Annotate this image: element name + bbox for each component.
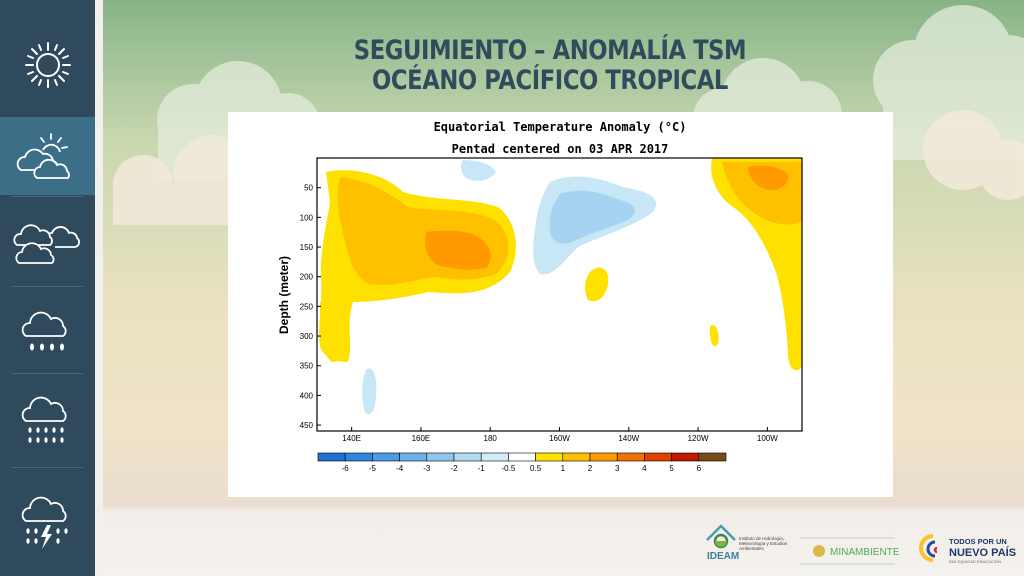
gobierno-line1: TODOS POR UN: [949, 537, 1007, 546]
page-title-line1: SEGUIMIENTO – ANOMALÍA TSM: [353, 35, 747, 66]
minambiente-name: MINAMBIENTE: [830, 547, 900, 558]
sidebar-item-cloudy[interactable]: [0, 200, 95, 282]
page-title: SEGUIMIENTO – ANOMALÍA TSM OCÉANO PACÍFI…: [290, 36, 811, 96]
ideam-logo: IDEAM Instituto de Hidrología, Meteorolo…: [706, 524, 788, 562]
colorbar-label: -6: [342, 464, 350, 473]
colorbar-swatch: [399, 452, 428, 462]
colorbar-label: -1: [478, 464, 486, 473]
minambiente-logo: MINAMBIENTE: [800, 537, 900, 565]
chart-panel: Equatorial Temperature Anomaly (°C) Pent…: [228, 112, 893, 497]
gobierno-line2: NUEVO PAÍS: [949, 546, 1016, 559]
rain-icon: [21, 311, 67, 351]
sidebar-item-thunderstorm[interactable]: [0, 472, 95, 572]
page-title-line2: OCÉANO PACÍFICO TROPICAL: [372, 65, 728, 96]
x-tick-label: 160W: [549, 434, 570, 443]
colorbar-swatch: [562, 452, 591, 462]
colorbar-label: 5: [669, 464, 674, 473]
cold-anomaly-deep: [362, 368, 377, 415]
colorbar-swatch: [644, 452, 672, 462]
warm-anomaly-east-3c: [748, 165, 789, 191]
chart-svg: Equatorial Temperature Anomaly (°C) Pent…: [277, 120, 803, 473]
colorbar-swatch: [535, 452, 564, 462]
cloudy-icon: [12, 224, 80, 264]
x-axis-ticks: 140E 160E 180 160W 140W 120W 100W: [342, 427, 778, 443]
x-tick-label: 100W: [757, 434, 778, 443]
sidebar-item-heavy-rain[interactable]: [0, 378, 95, 466]
heatmap-area: [316, 157, 803, 432]
y-tick-label: 50: [304, 184, 313, 193]
y-tick-label: 350: [300, 362, 314, 371]
colorbar-label: 2: [588, 464, 593, 473]
cold-anomaly-central-1c: [549, 190, 635, 244]
warm-anomaly-west-3c: [425, 230, 491, 270]
sidebar-item-sun[interactable]: [0, 20, 95, 110]
x-tick-label: 160E: [412, 434, 431, 443]
colorbar-label: 3: [615, 464, 620, 473]
y-tick-label: 250: [300, 302, 314, 311]
footer-logos: IDEAM Instituto de Hidrología, Meteorolo…: [706, 524, 1016, 565]
warm-anomaly-isolated-1c: [584, 267, 609, 302]
heavy-rain-icon: [21, 396, 67, 443]
colorbar-swatch: [426, 452, 455, 462]
y-tick-label: 100: [300, 213, 314, 222]
cold-anomaly-surface: [461, 160, 496, 181]
colorbar-label: -3: [423, 464, 431, 473]
warm-anomaly-isolated-2: [709, 325, 719, 347]
y-axis-label: Depth (meter): [277, 256, 291, 334]
sidebar: [0, 0, 95, 576]
colorbar-swatch: [372, 452, 400, 462]
thunderstorm-icon: [21, 496, 68, 549]
y-tick-label: 150: [300, 243, 314, 252]
colorbar-label: -0.5: [502, 464, 516, 473]
colorbar-label: -4: [396, 464, 404, 473]
colorbar-swatch: [344, 452, 373, 462]
ideam-name: IDEAM: [707, 551, 739, 562]
sun-icon: [24, 42, 71, 88]
colorbar-label: 0.5: [530, 464, 542, 473]
y-axis-ticks: 50 100 150 200 250 300 350 400 450: [300, 184, 321, 430]
colorbar: -6 -5 -4 -3 -2 -1 -0.5 0.5 1 2 3 4 5 6: [317, 452, 727, 473]
y-tick-label: 300: [300, 332, 314, 341]
chart-title: Equatorial Temperature Anomaly (°C): [434, 120, 687, 134]
sidebar-item-rain[interactable]: [0, 290, 95, 370]
y-tick-label: 400: [300, 391, 314, 400]
colorbar-swatch: [698, 452, 727, 462]
x-tick-label: 140W: [618, 434, 639, 443]
y-tick-label: 450: [300, 421, 314, 430]
colorbar-swatch: [480, 452, 509, 462]
colorbar-swatch: [671, 452, 700, 462]
todos-por-un-nuevo-pais-logo: TODOS POR UN NUEVO PAÍS PAZ EQUIDAD EDUC…: [919, 534, 1016, 564]
sidebar-item-partly-cloudy[interactable]: [0, 117, 95, 195]
colorbar-swatch: [508, 452, 536, 462]
colorbar-label: -5: [369, 464, 377, 473]
colorbar-label: 6: [697, 464, 702, 473]
colorbar-label: 1: [561, 464, 566, 473]
colorbar-swatch: [616, 452, 645, 462]
colorbar-swatch: [453, 452, 482, 462]
warm-anomaly-deep-1c: [320, 302, 346, 362]
sidebar-edge: [95, 0, 103, 576]
ideam-tagline: Instituto de Hidrología, Meteorología y …: [739, 536, 788, 551]
x-tick-label: 140E: [342, 434, 361, 443]
colorbar-label: -2: [450, 464, 458, 473]
gobierno-line3: PAZ EQUIDAD EDUCACIÓN: [949, 559, 1001, 564]
partly-cloudy-icon: [16, 133, 70, 179]
chart-subtitle: Pentad centered on 03 APR 2017: [452, 142, 669, 156]
colorbar-swatch: [317, 452, 346, 462]
x-tick-label: 180: [484, 434, 498, 443]
y-tick-label: 200: [300, 273, 314, 282]
colorbar-label: 4: [642, 464, 647, 473]
colorbar-swatch: [589, 452, 618, 462]
x-tick-label: 120W: [688, 434, 709, 443]
